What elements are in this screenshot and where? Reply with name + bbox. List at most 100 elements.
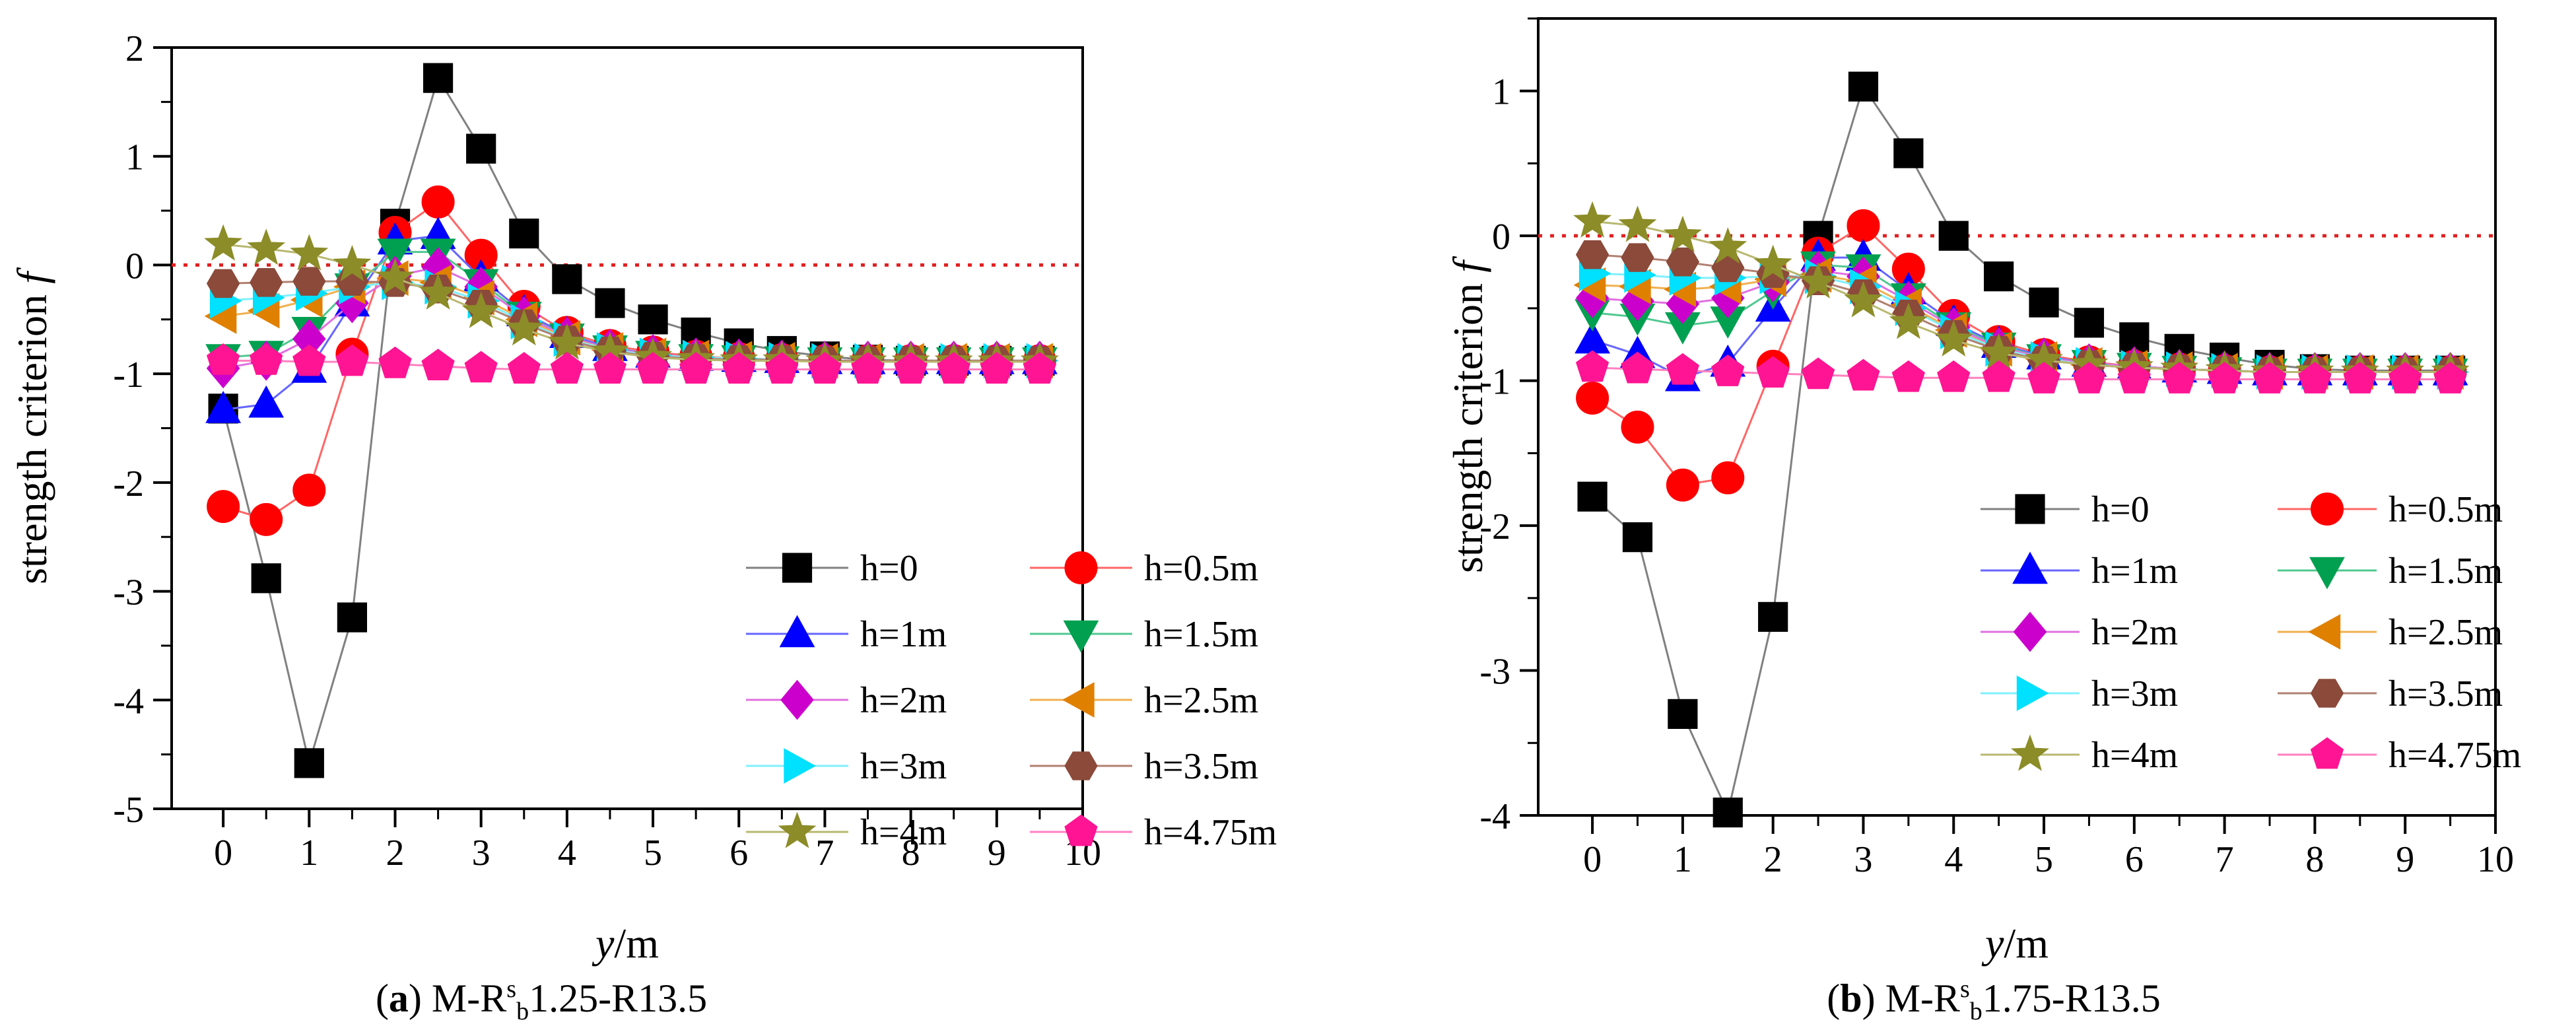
data-point xyxy=(294,748,324,778)
data-point xyxy=(204,224,243,261)
series-h=1m xyxy=(1575,238,2468,392)
legend-marker xyxy=(2310,679,2344,708)
data-point xyxy=(464,351,498,383)
x-tick-label: 0 xyxy=(214,833,232,874)
data-point xyxy=(808,352,842,384)
y-tick-label: 0 xyxy=(1492,217,1510,257)
x-tick-label: 2 xyxy=(386,833,404,874)
x-tick-label: 0 xyxy=(1583,839,1602,880)
panel-caption: (a) M-Rsb1.25-R13.5 xyxy=(376,975,707,1025)
y-tick-label: -4 xyxy=(113,681,144,722)
series-line xyxy=(222,75,1040,767)
data-point xyxy=(1893,138,1924,168)
data-point xyxy=(1575,240,1610,269)
legend-marker xyxy=(2015,494,2045,524)
x-tick-label: 3 xyxy=(1854,839,1872,880)
series-h=0 xyxy=(1577,71,2466,828)
legend-marker xyxy=(2013,611,2047,652)
legend-item: h=2m xyxy=(746,679,947,721)
data-point xyxy=(509,219,539,249)
y-tick-label: -4 xyxy=(1479,796,1510,837)
data-point xyxy=(248,385,285,418)
legend-marker xyxy=(1062,682,1095,718)
data-point xyxy=(1712,798,1743,828)
x-tick-label: 6 xyxy=(729,833,748,874)
data-point xyxy=(421,349,455,381)
data-point xyxy=(206,269,240,298)
legend-label: h=4m xyxy=(2091,735,2178,776)
legend-label: h=3.5m xyxy=(1144,746,1258,787)
x-axis-label: y/m xyxy=(592,920,659,967)
data-point xyxy=(1799,261,1838,299)
data-point xyxy=(1982,360,2016,392)
legend-label: h=3.5m xyxy=(2389,673,2503,714)
series-h=3.5m xyxy=(206,267,1057,376)
data-point xyxy=(205,391,242,423)
data-point xyxy=(333,244,372,282)
legend-item: h=3m xyxy=(746,746,947,787)
data-point xyxy=(507,352,541,384)
x-tick-label: 5 xyxy=(2035,839,2053,880)
y-tick-label: -2 xyxy=(113,463,144,504)
legend-label: h=2.5m xyxy=(2389,612,2503,653)
data-point xyxy=(550,352,584,384)
y-tick-label: 1 xyxy=(125,137,144,178)
data-point xyxy=(1889,302,1928,339)
data-point xyxy=(1847,209,1880,242)
legend-marker xyxy=(1064,814,1098,846)
data-point xyxy=(378,346,412,378)
data-point xyxy=(1938,221,1969,251)
legend-marker xyxy=(782,553,813,583)
data-point xyxy=(937,352,970,384)
legend-item: h=0.5m xyxy=(2278,489,2503,530)
legend-marker xyxy=(778,811,817,848)
legend-label: h=2m xyxy=(2091,612,2178,653)
data-point xyxy=(423,63,454,93)
legend-marker xyxy=(1064,551,1098,584)
legend-item: h=4.75m xyxy=(1030,812,1277,853)
data-point xyxy=(1801,357,1835,390)
legend-marker xyxy=(2016,675,2049,711)
legend-item: h=1.5m xyxy=(2278,551,2503,592)
data-point xyxy=(251,563,281,594)
data-point xyxy=(292,473,326,507)
data-point xyxy=(247,228,286,265)
data-point xyxy=(851,352,885,384)
legend-label: h=1.5m xyxy=(2389,551,2503,592)
legend-item: h=0.5m xyxy=(1030,548,1258,589)
data-point xyxy=(1753,244,1792,281)
legend: h=0 h=0.5m h=1m h=1.5m h=2m h=2.5m h=3m h=3.5m h… xyxy=(1981,489,2521,776)
x-tick-label: 7 xyxy=(2216,839,2234,880)
legend-label: h=3m xyxy=(860,746,947,787)
x-tick-label: 1 xyxy=(300,833,318,874)
series-h=4.75m xyxy=(1575,350,2467,394)
data-point xyxy=(1891,360,1925,392)
data-point xyxy=(1984,261,2014,292)
data-point xyxy=(1711,461,1745,495)
data-point xyxy=(1711,355,1745,386)
x-tick-label: 5 xyxy=(644,833,662,874)
legend-label: h=3m xyxy=(2091,673,2178,714)
data-point xyxy=(2163,362,2196,394)
data-point xyxy=(2074,308,2105,338)
data-point xyxy=(466,133,496,164)
data-point xyxy=(1934,320,1973,357)
legend-item: h=1.5m xyxy=(1030,614,1258,655)
x-tick-label: 9 xyxy=(2396,839,2414,880)
data-point xyxy=(419,273,458,310)
data-point xyxy=(894,352,928,384)
legend-item: h=2.5m xyxy=(2278,612,2503,653)
legend-marker xyxy=(2311,493,2344,526)
legend-label: h=0.5m xyxy=(1144,548,1258,589)
x-tick-label: 7 xyxy=(815,833,834,874)
series-h=0 xyxy=(208,63,1055,778)
legend-label: h=0.5m xyxy=(2389,489,2503,530)
data-point xyxy=(1621,243,1654,272)
data-point xyxy=(2253,362,2287,394)
legend-item: h=3.5m xyxy=(1030,746,1258,787)
data-point xyxy=(1663,215,1702,252)
series-h=4m xyxy=(204,224,1059,378)
series-h=4.75m xyxy=(206,343,1057,384)
series-h=2m xyxy=(206,247,1057,389)
